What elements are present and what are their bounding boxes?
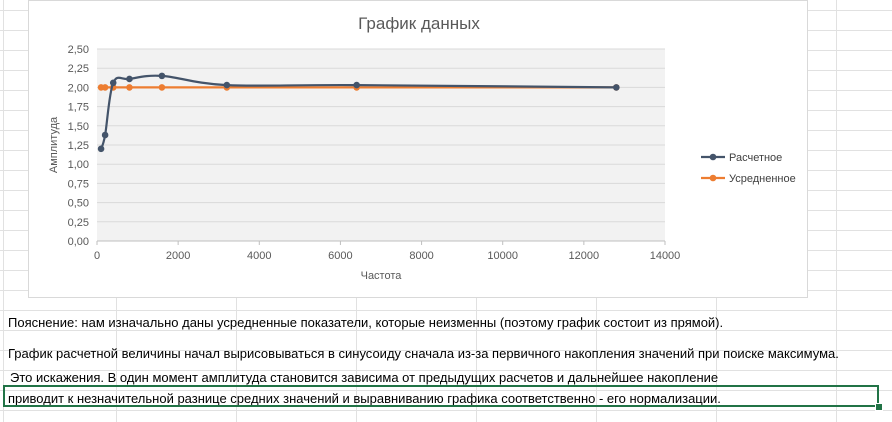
data-point xyxy=(97,145,105,153)
y-tick-label: 0,50 xyxy=(68,198,89,210)
y-tick-label: 1,75 xyxy=(68,102,89,114)
fill-handle[interactable] xyxy=(875,403,883,411)
data-point xyxy=(126,75,133,83)
data-point xyxy=(353,81,360,89)
data-point xyxy=(158,72,166,80)
note-explanation: Пояснение: нам изначально даны усредненн… xyxy=(8,315,724,330)
chart-area[interactable]: График данных 0,00 0,25 0,50 0,75 1,00 1,25 1,… xyxy=(28,0,808,298)
legend-label: Усредненное xyxy=(729,173,796,185)
y-tick-label: 1,00 xyxy=(68,159,89,171)
legend-swatch-marker xyxy=(709,174,717,182)
y-tick-label: 0,00 xyxy=(68,236,89,248)
data-point xyxy=(101,131,109,139)
data-point xyxy=(158,84,166,91)
x-axis-ticks: 0 2000 4000 6000 8000 10000 12000 14000 xyxy=(94,250,680,262)
x-tick-label: 6000 xyxy=(328,250,352,262)
note-normalization: приводит к незначительной разнице средни… xyxy=(8,391,721,406)
data-point xyxy=(223,81,231,89)
note-calculated: График расчетной величины начал вырисовы… xyxy=(8,346,839,361)
x-tick-label: 12000 xyxy=(569,250,600,262)
y-axis-ticks: 0,00 0,25 0,50 0,75 1,00 1,25 1,50 1,75 2,00 2,25… xyxy=(68,44,89,248)
data-point xyxy=(109,79,117,87)
y-tick-label: 1,25 xyxy=(68,140,89,152)
legend-label: Расчетное xyxy=(729,152,782,164)
y-tick-label: 0,25 xyxy=(68,217,89,229)
line-chart: График данных 0,00 0,25 0,50 0,75 1,00 1,25 1,… xyxy=(48,14,796,282)
chart-title: График данных xyxy=(358,14,480,33)
y-tick-label: 2,50 xyxy=(68,44,89,56)
x-tick-label: 4000 xyxy=(247,250,271,262)
legend-swatch-marker xyxy=(709,153,717,161)
x-tick-label: 8000 xyxy=(409,250,433,262)
data-point xyxy=(101,84,109,91)
y-tick-label: 2,25 xyxy=(68,63,89,75)
y-tick-label: 0,75 xyxy=(68,178,89,190)
selected-cell[interactable] xyxy=(3,385,879,407)
x-tick-label: 0 xyxy=(94,250,100,262)
x-tick-label: 2000 xyxy=(166,250,190,262)
y-tick-label: 2,00 xyxy=(68,82,89,94)
legend: Расчетное Усредненное xyxy=(701,152,796,185)
x-axis-title: Частота xyxy=(361,270,403,282)
x-tick-label: 14000 xyxy=(650,250,681,262)
y-tick-label: 1,50 xyxy=(68,121,89,133)
series-layer xyxy=(97,72,620,153)
data-point xyxy=(126,84,133,91)
series-line-calculated xyxy=(100,74,617,150)
y-axis-title: Амплитуда xyxy=(48,116,60,173)
x-tick-label: 10000 xyxy=(487,250,518,262)
data-point xyxy=(613,84,620,91)
note-distortion: Это искажения. В один момент амплитуда с… xyxy=(10,370,719,385)
